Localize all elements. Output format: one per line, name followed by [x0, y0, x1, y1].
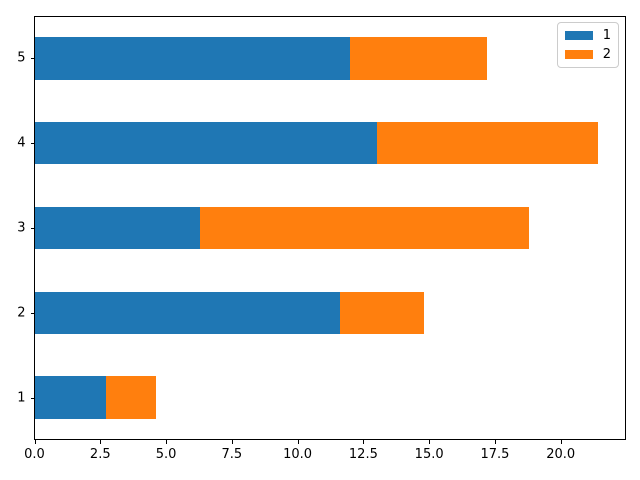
x-tick-label: 20.0 [546, 447, 576, 462]
legend-entry: 2 [565, 47, 611, 62]
x-tick-label: 5.0 [155, 447, 177, 462]
x-tick-label: 12.5 [348, 447, 378, 462]
x-tick-label: 7.5 [221, 447, 243, 462]
y-tick-label: 3 [17, 220, 26, 236]
legend-label: 1 [602, 28, 611, 43]
bar-segment-series-1-cat-1 [34, 376, 106, 419]
bar-segment-series-2-cat-2 [339, 291, 424, 334]
y-tick-label: 1 [17, 390, 26, 406]
x-tick-label: 17.5 [480, 447, 510, 462]
x-tick-label: 10.0 [283, 447, 313, 462]
legend-label: 2 [602, 47, 611, 62]
bar-segment-series-2-cat-4 [376, 122, 598, 165]
x-tick-mark [363, 440, 365, 444]
y-tick-mark [30, 58, 35, 60]
y-tick-mark [30, 143, 35, 145]
x-tick-mark [231, 440, 233, 444]
y-tick-mark [30, 228, 35, 229]
bar-segment-series-1-cat-2 [34, 291, 340, 334]
bar-segment-series-1-cat-3 [34, 206, 201, 250]
y-tick-label: 4 [17, 135, 26, 151]
bar-segment-series-1-cat-4 [34, 122, 377, 165]
y-tick-label: 2 [17, 305, 26, 321]
bar-segment-series-2-cat-3 [200, 206, 530, 250]
x-tick-mark [100, 440, 102, 444]
x-tick-mark [166, 440, 168, 444]
x-tick-label: 2.5 [89, 447, 111, 462]
x-tick-label: 15.0 [414, 447, 444, 462]
x-tick-mark [560, 440, 562, 444]
y-tick-mark [30, 397, 35, 399]
legend-swatch-icon [565, 50, 593, 59]
bar-segment-series-2-cat-1 [105, 376, 156, 419]
legend-swatch-icon [565, 31, 593, 40]
x-tick-label: 0.0 [24, 447, 45, 462]
bar-segment-series-1-cat-5 [34, 37, 351, 80]
x-tick-mark [429, 440, 431, 444]
x-tick-mark [34, 440, 36, 444]
x-tick-mark [297, 440, 299, 444]
y-tick-label: 5 [17, 50, 26, 66]
x-tick-mark [494, 440, 496, 444]
y-tick-mark [30, 312, 35, 314]
legend-entry: 1 [565, 28, 611, 43]
bar-segment-series-2-cat-5 [350, 37, 488, 80]
